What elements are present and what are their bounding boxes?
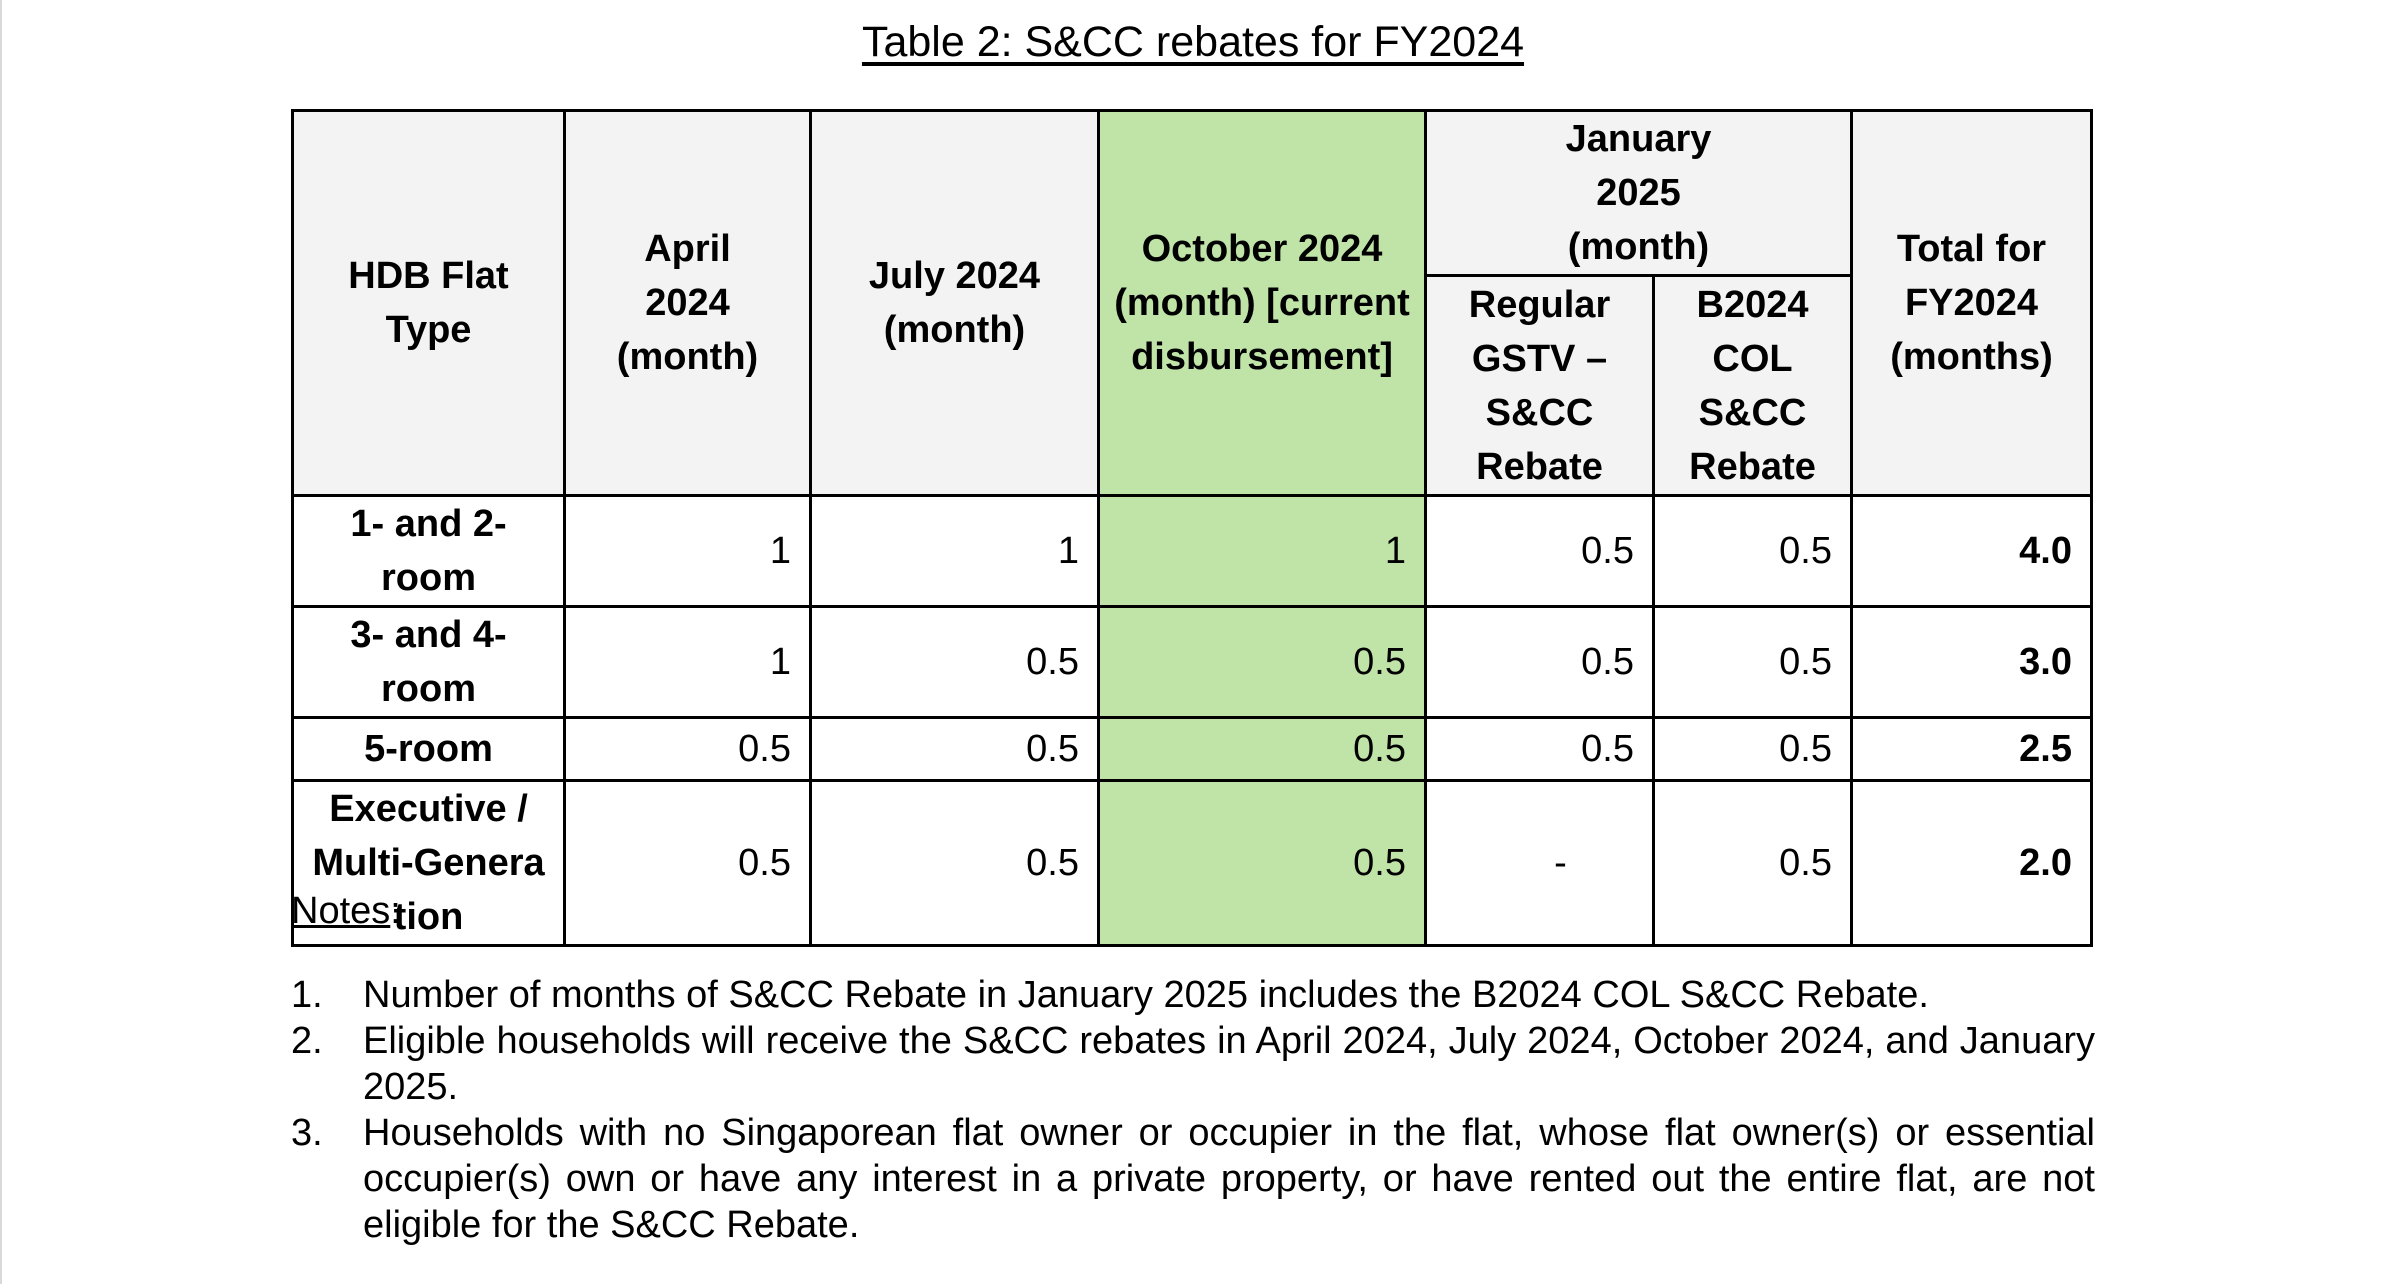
header-b2024-col-rebate: B2024 COL S&CC Rebate <box>1652 274 1853 497</box>
header-regular-gstv-rebate: Regular GSTV – S&CC Rebate <box>1424 274 1655 497</box>
april-value-cell: 1 <box>563 605 812 719</box>
regular-gstv-value-cell: 0.5 <box>1424 716 1655 782</box>
october-value-cell: 0.5 <box>1097 716 1427 782</box>
total-value-cell: 2.0 <box>1850 779 2093 947</box>
note-number: 2. <box>291 1020 323 1062</box>
table-row: Executive / Multi-Generation 0.5 0.5 0.5… <box>291 779 2093 947</box>
list-item: 3. Households with no Singaporean flat o… <box>291 1110 2095 1248</box>
note-text: Households with no Singaporean flat owne… <box>363 1112 2095 1246</box>
regular-gstv-value-cell: - <box>1424 779 1655 947</box>
april-value-cell: 1 <box>563 494 812 608</box>
total-value-cell: 4.0 <box>1850 494 2093 608</box>
july-value-cell: 0.5 <box>809 605 1100 719</box>
note-text: Eligible households will receive the S&C… <box>363 1020 2095 1108</box>
header-january-2025-group: January 2025 (month) <box>1424 109 1853 277</box>
page-left-border <box>0 0 2 1284</box>
header-october-2024: October 2024 (month) [current disburseme… <box>1097 109 1427 497</box>
july-value-cell: 1 <box>809 494 1100 608</box>
b2024-col-value-cell: 0.5 <box>1652 716 1853 782</box>
notes-heading-colon: : <box>390 890 401 932</box>
notes-heading-label: Notes <box>291 890 391 932</box>
list-item: 2. Eligible households will receive the … <box>291 1018 2095 1110</box>
october-value-cell: 1 <box>1097 494 1427 608</box>
april-value-cell: 0.5 <box>563 716 812 782</box>
header-flat-type: HDB Flat Type <box>291 109 566 497</box>
table-row: 3- and 4-room 1 0.5 0.5 0.5 0.5 3.0 <box>291 605 2093 719</box>
flat-type-cell: Executive / Multi-Generation <box>291 779 566 947</box>
header-total-fy2024: Total for FY2024 (months) <box>1850 109 2093 497</box>
rebates-table: HDB Flat Type April 2024 (month) July 20… <box>291 109 2093 947</box>
july-value-cell: 0.5 <box>809 716 1100 782</box>
regular-gstv-value-cell: 0.5 <box>1424 494 1655 608</box>
note-number: 1. <box>291 974 323 1016</box>
notes-heading: Notes: <box>291 885 401 937</box>
october-value-cell: 0.5 <box>1097 779 1427 947</box>
header-april-2024: April 2024 (month) <box>563 109 812 497</box>
april-value-cell: 0.5 <box>563 779 812 947</box>
note-text: Number of months of S&CC Rebate in Janua… <box>363 974 1929 1016</box>
total-value-cell: 2.5 <box>1850 716 2093 782</box>
total-value-cell: 3.0 <box>1850 605 2093 719</box>
note-number: 3. <box>291 1112 323 1154</box>
table-row: 1- and 2-room 1 1 1 0.5 0.5 4.0 <box>291 494 2093 608</box>
october-value-cell: 0.5 <box>1097 605 1427 719</box>
list-item: 1. Number of months of S&CC Rebate in Ja… <box>291 972 2095 1018</box>
notes-list: 1. Number of months of S&CC Rebate in Ja… <box>291 972 2095 1248</box>
header-july-2024: July 2024 (month) <box>809 109 1100 497</box>
regular-gstv-value-cell: 0.5 <box>1424 605 1655 719</box>
flat-type-cell: 1- and 2-room <box>291 494 566 608</box>
b2024-col-value-cell: 0.5 <box>1652 605 1853 719</box>
b2024-col-value-cell: 0.5 <box>1652 779 1853 947</box>
july-value-cell: 0.5 <box>809 779 1100 947</box>
flat-type-cell: 3- and 4-room <box>291 605 566 719</box>
flat-type-cell: 5-room <box>291 716 566 782</box>
table-title: Table 2: S&CC rebates for FY2024 <box>861 18 1525 66</box>
b2024-col-value-cell: 0.5 <box>1652 494 1853 608</box>
table-row: 5-room 0.5 0.5 0.5 0.5 0.5 2.5 <box>291 716 2093 782</box>
